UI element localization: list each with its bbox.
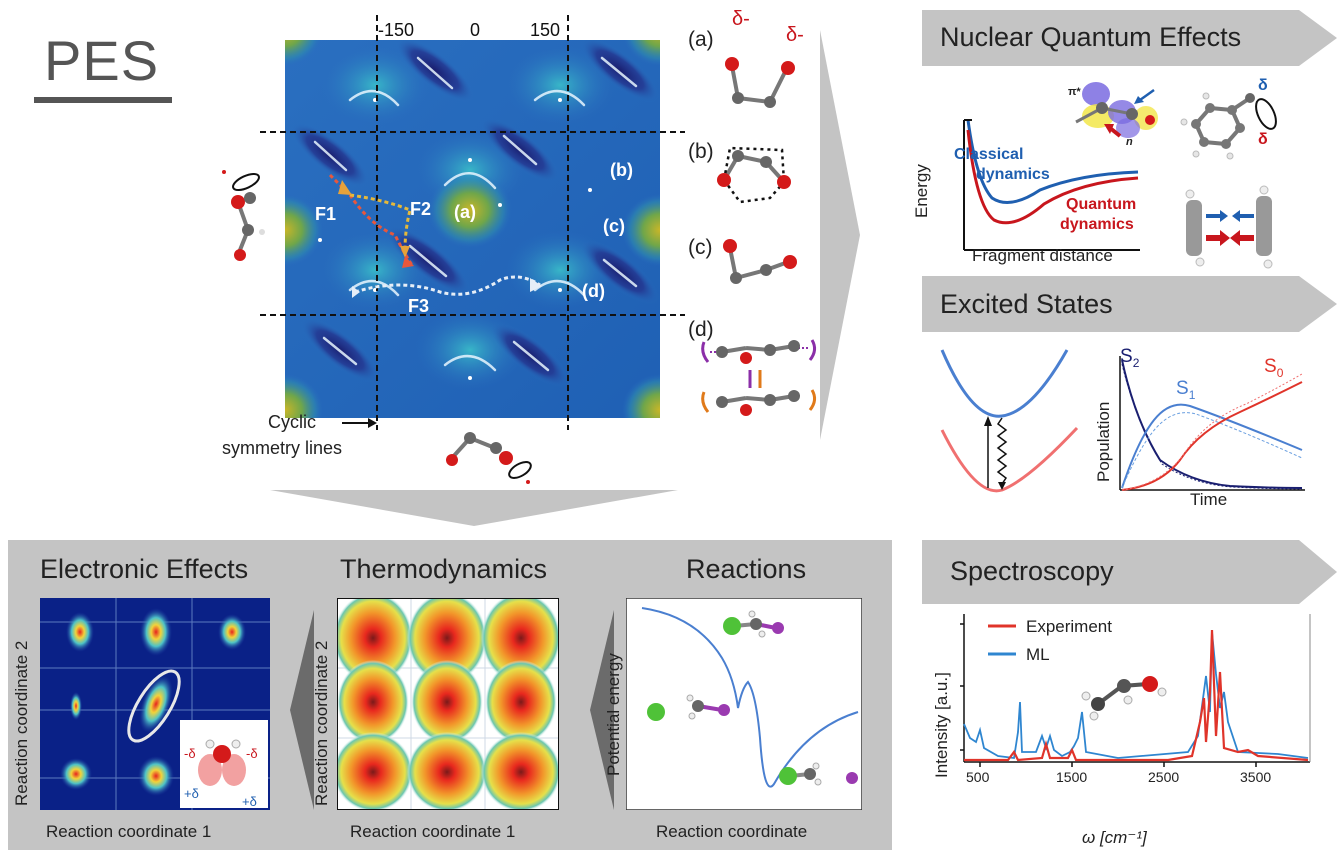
arrow-left-small-1 (290, 610, 314, 810)
conformer-label-c: (c) (688, 236, 713, 259)
spec-xtick-2500: 2500 (1148, 769, 1179, 785)
quantum-label-1: Quantum (1066, 196, 1137, 213)
pi-star-label: π* (1068, 86, 1081, 98)
reactions-title: Reactions (686, 554, 807, 584)
neg-delta-right: -δ (246, 746, 258, 761)
reactions-plot (626, 598, 862, 810)
neg-delta-left: -δ (184, 746, 196, 761)
nqe-energy-plot (963, 119, 1140, 251)
spectroscopy-xlabel: ω [cm⁻¹] (1082, 828, 1147, 847)
cyclic-label-1: Cyclic (268, 412, 316, 432)
delta-minus-2: δ- (786, 24, 804, 46)
path-label-f2: F2 (410, 199, 431, 219)
thermo-heatmap (337, 598, 559, 810)
spectroscopy-title: Spectroscopy (950, 556, 1114, 586)
region-label-c: (c) (603, 216, 625, 236)
nqe-delta-red: δ (1258, 131, 1268, 148)
conformer-label-a: (a) (688, 28, 714, 51)
classical-label-1: Classical (954, 146, 1024, 163)
molecule-bottom (446, 432, 532, 484)
electronic-title: Electronic Effects (40, 554, 249, 584)
conformer-label-b: (b) (688, 140, 714, 163)
thermo-ylabel: Reaction coordinate 2 (312, 640, 331, 806)
time-xlabel: Time (1190, 490, 1228, 509)
nqe-xlabel: Fragment distance (972, 246, 1113, 265)
electronic-ylabel: Reaction coordinate 2 (12, 640, 31, 806)
thermo-title: Thermodynamics (340, 554, 548, 584)
pes-tick-0: 0 (470, 20, 480, 40)
pes-map: -150 0 150 F1 F2 F3 (a) (b) (c) (d) (260, 15, 685, 430)
spectroscopy-plot: Experiment ML 500 1500 2500 3500 (960, 614, 1311, 785)
region-label-b: (b) (610, 160, 633, 180)
pos-delta-left: +δ (184, 786, 199, 801)
header-bg-nqe (922, 10, 1337, 66)
path-label-f1: F1 (315, 204, 336, 224)
aromatic-molecule: δ δ (1180, 77, 1277, 160)
electronic-xlabel: Reaction coordinate 1 (46, 822, 212, 841)
population-ylabel: Population (1094, 401, 1113, 482)
classical-label-2: dynamics (976, 166, 1050, 183)
quantum-label-2: dynamics (1060, 216, 1134, 233)
delta-minus-1: δ- (732, 8, 750, 30)
spec-xtick-3500: 3500 (1240, 769, 1271, 785)
pes-title: PES (44, 29, 160, 92)
nqe-title: Nuclear Quantum Effects (940, 22, 1242, 52)
spec-xtick-500: 500 (966, 769, 990, 785)
reactions-ylabel: Potential energy (604, 653, 623, 776)
spectroscopy-ylabel: Intensity [a.u.] (932, 672, 951, 778)
nqe-ylabel: Energy (912, 164, 931, 218)
electronic-heatmap: -δ -δ +δ +δ (40, 598, 270, 810)
excited-population-plot (1119, 356, 1305, 491)
pes-tick-150: 150 (530, 20, 560, 40)
reactions-xlabel: Reaction coordinate (656, 822, 808, 841)
orbital-molecule (1075, 82, 1158, 138)
cyclic-label-2: symmetry lines (222, 438, 343, 458)
arrow-down-big (270, 490, 678, 526)
n-label: n (1126, 136, 1133, 148)
spec-xtick-1500: 1500 (1056, 769, 1087, 785)
pos-delta-right: +δ (242, 794, 257, 809)
path-label-f3: F3 (408, 296, 429, 316)
pes-underline (34, 97, 172, 103)
legend-ml: ML (1026, 645, 1050, 664)
thermo-xlabel: Reaction coordinate 1 (350, 822, 516, 841)
arrow-right-icon (342, 418, 377, 428)
dimer-molecule (1185, 185, 1273, 269)
conformer-molecules (701, 57, 817, 416)
header-bg-spectroscopy (922, 540, 1337, 604)
s1-label: S1 (1176, 378, 1196, 402)
molecule-left (222, 170, 265, 261)
s0-label: S0 (1264, 356, 1284, 380)
legend-experiment: Experiment (1026, 617, 1112, 636)
s2-label: S2 (1120, 346, 1140, 370)
excited-potentials (940, 349, 1079, 493)
nqe-delta-blue: δ (1258, 77, 1268, 94)
region-label-d: (d) (582, 281, 605, 301)
conformer-label-d: (d) (688, 318, 714, 341)
pes-tick-neg150: -150 (378, 20, 414, 40)
region-label-a: (a) (454, 202, 476, 222)
excited-title: Excited States (940, 289, 1113, 319)
arrow-right-big (820, 30, 860, 440)
header-bg-excited (922, 276, 1337, 332)
arrow-left-small-2 (590, 610, 614, 810)
